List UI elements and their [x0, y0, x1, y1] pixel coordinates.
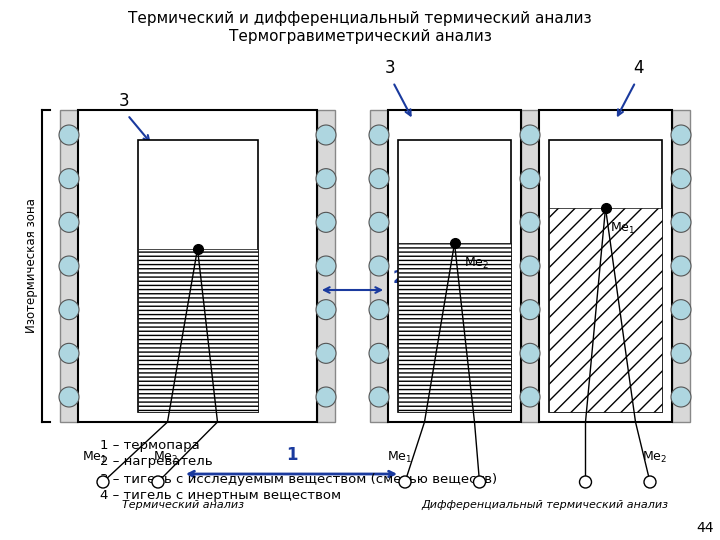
Bar	[370, 110, 388, 422]
Circle shape	[152, 476, 164, 488]
Circle shape	[671, 343, 691, 363]
Circle shape	[59, 343, 79, 363]
Text: 44: 44	[696, 521, 714, 535]
Circle shape	[520, 125, 540, 145]
Bar	[549, 140, 662, 412]
Circle shape	[671, 125, 691, 145]
Circle shape	[671, 256, 691, 276]
Circle shape	[671, 168, 691, 188]
Text: 3 – тигель с исследуемым веществом (смесью веществ): 3 – тигель с исследуемым веществом (смес…	[100, 472, 497, 485]
Circle shape	[580, 476, 592, 488]
Text: 4 – тигель с инертным веществом: 4 – тигель с инертным веществом	[100, 489, 341, 503]
Circle shape	[520, 168, 540, 188]
Circle shape	[59, 387, 79, 407]
Circle shape	[316, 300, 336, 320]
Text: Ме$_1$: Ме$_1$	[387, 449, 413, 464]
Circle shape	[644, 476, 656, 488]
Circle shape	[316, 125, 336, 145]
Text: 2: 2	[393, 269, 405, 287]
Text: Дифференциальный термический анализ: Дифференциальный термический анализ	[421, 500, 668, 510]
Circle shape	[316, 168, 336, 188]
Text: Ме$_1$: Ме$_1$	[611, 220, 636, 235]
Text: 1: 1	[286, 446, 297, 464]
Circle shape	[369, 212, 389, 232]
Text: Изотермическая зона: Изотермическая зона	[25, 199, 38, 333]
Circle shape	[369, 300, 389, 320]
Circle shape	[316, 343, 336, 363]
Circle shape	[520, 256, 540, 276]
Bar	[317, 110, 335, 422]
Circle shape	[369, 387, 389, 407]
Circle shape	[399, 476, 411, 488]
Circle shape	[520, 343, 540, 363]
Circle shape	[369, 125, 389, 145]
Bar	[539, 110, 672, 422]
Text: Ме$_2$: Ме$_2$	[642, 449, 667, 464]
Text: Термогравиметрический анализ: Термогравиметрический анализ	[228, 30, 492, 44]
Text: 1 – термопара: 1 – термопара	[100, 438, 199, 451]
Circle shape	[316, 387, 336, 407]
Text: Ме$_2$: Ме$_2$	[464, 256, 490, 271]
Bar	[672, 110, 690, 422]
Circle shape	[59, 300, 79, 320]
Circle shape	[520, 300, 540, 320]
Circle shape	[59, 256, 79, 276]
Text: 2 – нагреватель: 2 – нагреватель	[100, 456, 212, 469]
Circle shape	[671, 387, 691, 407]
Text: Термический анализ: Термический анализ	[122, 500, 243, 510]
Text: 4: 4	[634, 59, 644, 77]
Circle shape	[474, 476, 485, 488]
Circle shape	[316, 256, 336, 276]
Circle shape	[316, 212, 336, 232]
Bar	[138, 249, 258, 412]
Bar	[521, 110, 539, 422]
Bar	[398, 244, 511, 412]
Circle shape	[59, 168, 79, 188]
Text: Ме$_2$: Ме$_2$	[153, 449, 179, 464]
Bar	[60, 110, 78, 422]
Text: 3: 3	[120, 92, 130, 110]
Circle shape	[369, 256, 389, 276]
Circle shape	[671, 212, 691, 232]
Circle shape	[671, 300, 691, 320]
Text: Термический и дифференциальный термический анализ: Термический и дифференциальный термическ…	[128, 10, 592, 25]
Text: 3: 3	[384, 59, 395, 77]
Bar	[388, 110, 521, 422]
Circle shape	[520, 387, 540, 407]
Text: Ме$_1$: Ме$_1$	[82, 449, 108, 464]
Circle shape	[369, 168, 389, 188]
Bar	[78, 110, 317, 422]
Bar	[398, 140, 511, 412]
Circle shape	[97, 476, 109, 488]
Circle shape	[59, 125, 79, 145]
Circle shape	[369, 343, 389, 363]
Bar	[549, 208, 662, 412]
Circle shape	[520, 212, 540, 232]
Circle shape	[59, 212, 79, 232]
Bar	[138, 140, 258, 412]
